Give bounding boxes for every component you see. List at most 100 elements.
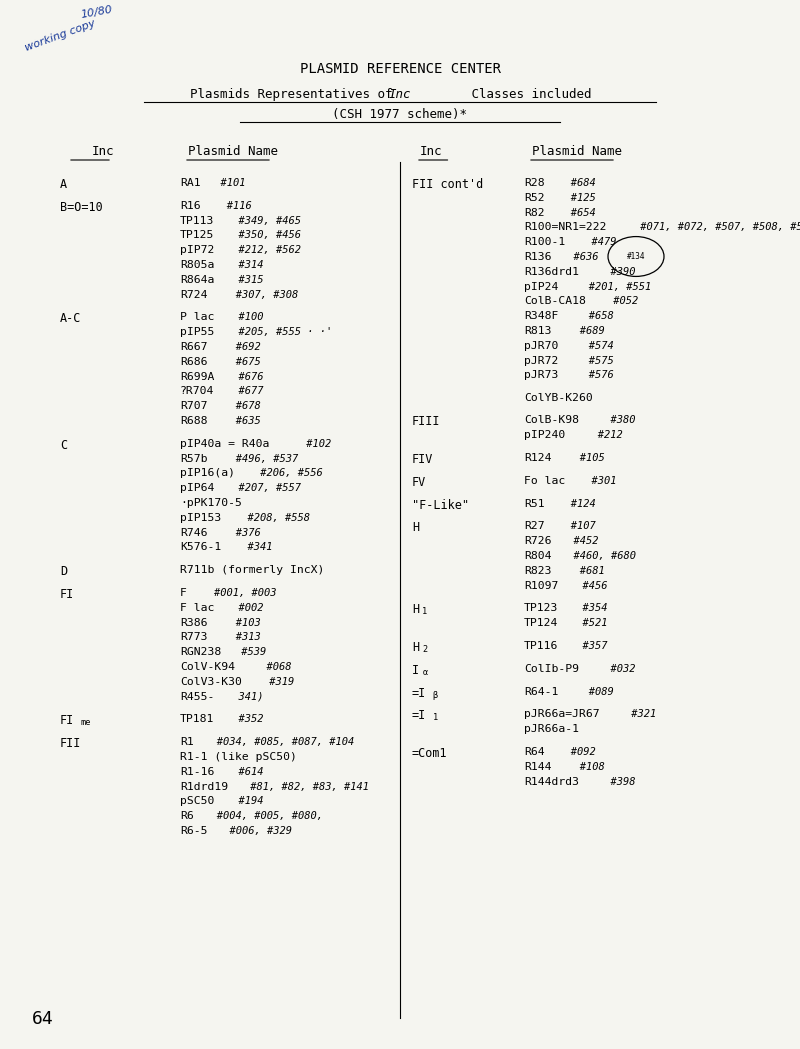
Text: R386: R386 [180,618,207,627]
Text: R746: R746 [180,528,207,537]
Text: FIV: FIV [412,453,434,466]
Text: H: H [412,521,419,534]
Text: #315: #315 [226,275,263,284]
Text: 2: 2 [422,645,428,654]
Text: P lac: P lac [180,313,214,322]
Text: R144drd3: R144drd3 [524,776,579,787]
Text: A-C: A-C [60,313,82,325]
Text: R699A: R699A [180,371,214,382]
Text: pIP240: pIP240 [524,430,566,441]
Text: Plasmids Representatives of: Plasmids Representatives of [190,88,400,101]
Text: R667: R667 [180,342,207,352]
Text: #496, #537: #496, #537 [217,453,298,464]
Text: #212: #212 [579,430,623,441]
Text: #684: #684 [552,178,595,188]
Text: #034, #085, #087, #104: #034, #085, #087, #104 [198,737,354,747]
Text: #208, #558: #208, #558 [235,513,310,522]
Text: TP123: TP123 [524,603,558,614]
Text: #307, #308: #307, #308 [217,290,298,300]
Text: #539: #539 [235,647,266,658]
Text: #032: #032 [598,664,635,673]
Text: #105: #105 [561,453,605,463]
Text: #675: #675 [217,357,261,367]
Text: R805a: R805a [180,260,214,270]
Text: #456: #456 [570,580,607,591]
Text: TP125: TP125 [180,231,214,240]
Text: #092: #092 [552,747,595,757]
Text: B=O=10: B=O=10 [60,200,102,214]
Text: #319: #319 [262,677,294,687]
Text: β: β [433,690,438,700]
Text: R124: R124 [524,453,551,463]
Text: (CSH 1977 scheme)*: (CSH 1977 scheme)* [333,108,467,121]
Text: #052: #052 [607,297,638,306]
Text: Inc: Inc [92,145,114,158]
Text: TP124: TP124 [524,618,558,628]
Text: #116: #116 [208,200,251,211]
Text: R1drd19: R1drd19 [180,782,228,792]
Text: R100-1: R100-1 [524,237,566,248]
Text: R348F: R348F [524,312,558,321]
Text: ColV3-K30: ColV3-K30 [180,677,242,687]
Text: R6: R6 [180,811,194,821]
Text: R724: R724 [180,290,207,300]
Text: A: A [60,178,67,191]
Text: Inc: Inc [420,145,442,158]
Text: FIII: FIII [412,415,441,428]
Text: pIP16(a): pIP16(a) [180,469,235,478]
Text: FII: FII [60,737,82,750]
Text: R52: R52 [524,193,545,202]
Text: R823: R823 [524,565,551,576]
Text: TP113: TP113 [180,216,214,226]
Text: D: D [60,565,67,578]
Text: #81, #82, #83, #141: #81, #82, #83, #141 [245,782,370,792]
Text: #681: #681 [561,565,605,576]
Text: pJR72: pJR72 [524,356,558,366]
Text: R1-1 (like pSC50): R1-1 (like pSC50) [180,752,297,762]
Text: pIP40a = R40a: pIP40a = R40a [180,438,270,449]
Text: Plasmid Name: Plasmid Name [532,145,622,158]
Text: R726: R726 [524,536,551,547]
Text: pJR73: pJR73 [524,370,558,381]
Text: R64-1: R64-1 [524,687,558,697]
Text: R28: R28 [524,178,545,188]
Text: H: H [412,641,419,654]
Text: RA1: RA1 [180,178,201,188]
Text: #479: #479 [579,237,617,248]
Text: #207, #557: #207, #557 [226,484,301,493]
Text: #102: #102 [300,438,331,449]
Text: 1: 1 [422,607,428,617]
Text: PLASMID REFERENCE CENTER: PLASMID REFERENCE CENTER [299,62,501,76]
Text: #352: #352 [226,714,263,725]
Text: pSC50: pSC50 [180,796,214,807]
Text: pJR66a-1: pJR66a-1 [524,724,579,734]
Text: #103: #103 [217,618,261,627]
Text: #574: #574 [570,341,614,350]
Text: pIP55: pIP55 [180,327,214,337]
Text: #460, #680: #460, #680 [561,551,636,561]
Text: #354: #354 [570,603,607,614]
Text: F: F [180,588,187,598]
Text: R57b: R57b [180,453,207,464]
Text: Inc: Inc [389,88,411,101]
Text: R1-16: R1-16 [180,767,214,777]
Text: #575: #575 [570,356,614,366]
Text: #692: #692 [217,342,261,352]
Text: Plasmid Name: Plasmid Name [188,145,278,158]
Text: #636: #636 [561,252,598,262]
Text: #614: #614 [226,767,263,777]
Text: R773: R773 [180,633,207,642]
Text: #677: #677 [226,386,263,397]
Text: "F-Like": "F-Like" [412,498,469,512]
Text: ?R704: ?R704 [180,386,214,397]
Text: R136: R136 [524,252,551,262]
Text: #004, #005, #080,: #004, #005, #080, [198,811,323,821]
Text: #212, #562: #212, #562 [226,245,301,255]
Text: pIP64: pIP64 [180,484,214,493]
Text: FI: FI [60,588,74,601]
Text: #194: #194 [226,796,263,807]
Text: #100: #100 [226,313,263,322]
Text: #390: #390 [598,266,635,277]
Text: R144: R144 [524,762,551,772]
Text: TP116: TP116 [524,641,558,651]
